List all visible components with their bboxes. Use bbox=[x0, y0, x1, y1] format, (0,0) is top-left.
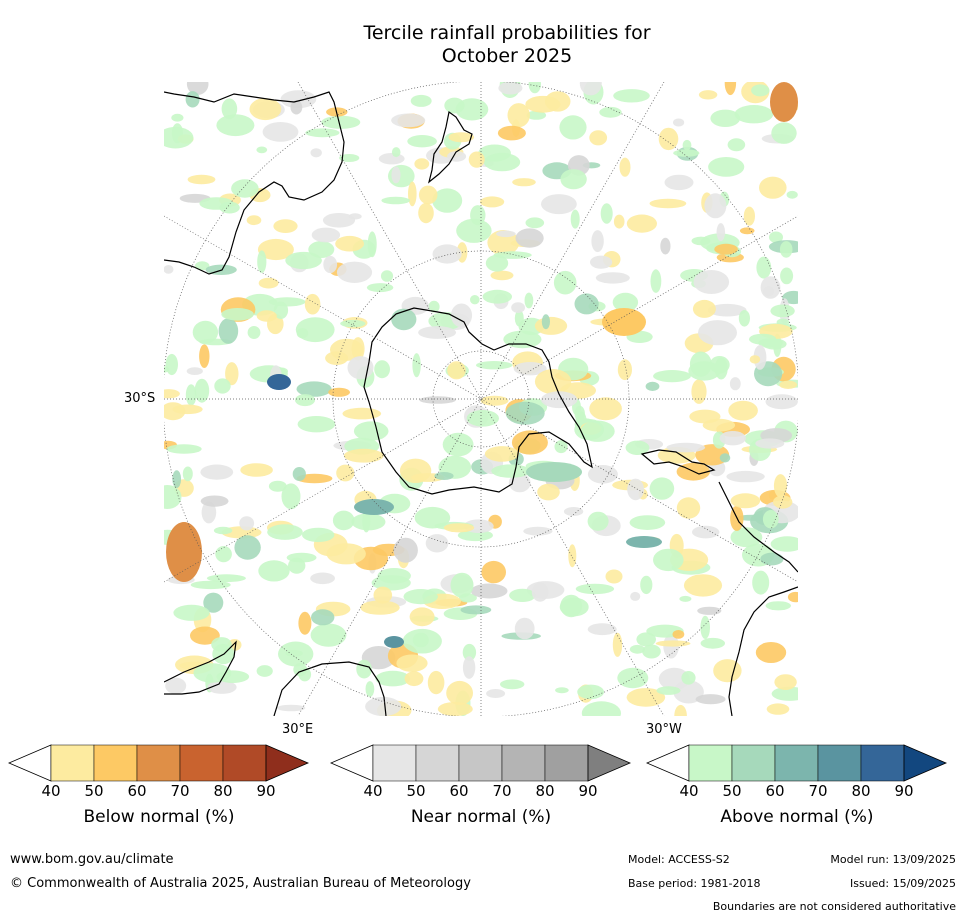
africa-coastline bbox=[164, 640, 237, 695]
colorbar-extend-high bbox=[265, 744, 310, 782]
title-line-1: Tercile rainfall probabilities for bbox=[363, 22, 651, 44]
colorbar-near-normal bbox=[329, 744, 632, 782]
colorbar-extend-low bbox=[645, 744, 690, 782]
colorbar-tick-label: 50 bbox=[722, 782, 742, 800]
colorbar-tick-label: 70 bbox=[492, 782, 512, 800]
footer-copyright: © Commonwealth of Australia 2025, Austra… bbox=[10, 876, 471, 891]
colorbar-segment bbox=[501, 744, 546, 782]
new-zealand-coastline bbox=[427, 110, 473, 184]
footer-model: Model: ACCESS-S2 bbox=[628, 853, 730, 866]
colorbar-segment bbox=[458, 744, 503, 782]
madagascar-coastline bbox=[273, 661, 387, 716]
map-title: Tercile rainfall probabilities for Octob… bbox=[0, 22, 965, 68]
colorbar-tick-label: 40 bbox=[363, 782, 383, 800]
colorbar-above-normal-ticks: 40 50 60 70 80 90 bbox=[647, 782, 947, 800]
colorbar-segment bbox=[93, 744, 138, 782]
probability-shading bbox=[164, 82, 798, 716]
graticule bbox=[164, 82, 798, 716]
colorbar-above-normal-label: Above normal (%) bbox=[720, 807, 874, 827]
footer-disclaimer: Boundaries are not considered authoritat… bbox=[712, 900, 956, 913]
colorbar-segment bbox=[817, 744, 862, 782]
lon-label-30e: 30°E bbox=[282, 722, 314, 737]
colorbar-extend-low bbox=[329, 744, 374, 782]
colorbar-segment bbox=[688, 744, 733, 782]
colorbar-tick-label: 70 bbox=[808, 782, 828, 800]
colorbar-tick-label: 80 bbox=[213, 782, 233, 800]
colorbar-tick-label: 60 bbox=[765, 782, 785, 800]
colorbar-segment bbox=[136, 744, 181, 782]
footer-url: www.bom.gov.au/climate bbox=[10, 852, 174, 867]
colorbar-extend-high bbox=[903, 744, 948, 782]
colorbar-tick-label: 40 bbox=[41, 782, 61, 800]
south-america-coastline bbox=[640, 449, 798, 716]
footer-model-run: Model run: 13/09/2025 bbox=[830, 853, 956, 866]
colorbar-segment bbox=[179, 744, 224, 782]
colorbar-segment bbox=[415, 744, 460, 782]
footer-issued: Issued: 15/09/2025 bbox=[849, 877, 956, 890]
colorbar-segment bbox=[544, 744, 589, 782]
lon-label-30w: 30°W bbox=[646, 722, 682, 737]
colorbar-segment bbox=[774, 744, 819, 782]
colorbar-tick-label: 90 bbox=[256, 782, 276, 800]
footer-base-period: Base period: 1981-2018 bbox=[628, 877, 761, 890]
antarctica-coastline bbox=[363, 307, 593, 495]
title-line-2: October 2025 bbox=[441, 45, 573, 67]
colorbar-above-normal bbox=[645, 744, 948, 782]
colorbar-near-normal-ticks: 40 50 60 70 80 90 bbox=[331, 782, 631, 800]
colorbar-tick-label: 80 bbox=[851, 782, 871, 800]
colorbar-segment bbox=[222, 744, 267, 782]
colorbar-segment bbox=[860, 744, 905, 782]
colorbar-below-normal-label: Below normal (%) bbox=[83, 807, 235, 827]
rainfall-probability-map bbox=[164, 82, 798, 716]
colorbar-tick-label: 50 bbox=[406, 782, 426, 800]
colorbar-below-normal bbox=[7, 744, 310, 782]
colorbar-tick-label: 60 bbox=[449, 782, 469, 800]
colorbar-below-normal-ticks: 40 50 60 70 80 90 bbox=[9, 782, 309, 800]
colorbar-tick-label: 50 bbox=[84, 782, 104, 800]
colorbar-tick-label: 90 bbox=[578, 782, 598, 800]
australia-coastline bbox=[164, 91, 345, 275]
map-svg bbox=[164, 82, 798, 716]
colorbar-extend-high bbox=[587, 744, 632, 782]
lat-label-30s: 30°S bbox=[124, 391, 156, 406]
colorbar-extend-low bbox=[7, 744, 52, 782]
colorbar-tick-label: 80 bbox=[535, 782, 555, 800]
colorbar-tick-label: 70 bbox=[170, 782, 190, 800]
colorbar-near-normal-label: Near normal (%) bbox=[410, 807, 552, 827]
colorbar-tick-label: 60 bbox=[127, 782, 147, 800]
colorbar-segment bbox=[372, 744, 417, 782]
colorbar-segment bbox=[731, 744, 776, 782]
colorbar-segment bbox=[50, 744, 95, 782]
colorbar-tick-label: 40 bbox=[679, 782, 699, 800]
colorbar-tick-label: 90 bbox=[894, 782, 914, 800]
